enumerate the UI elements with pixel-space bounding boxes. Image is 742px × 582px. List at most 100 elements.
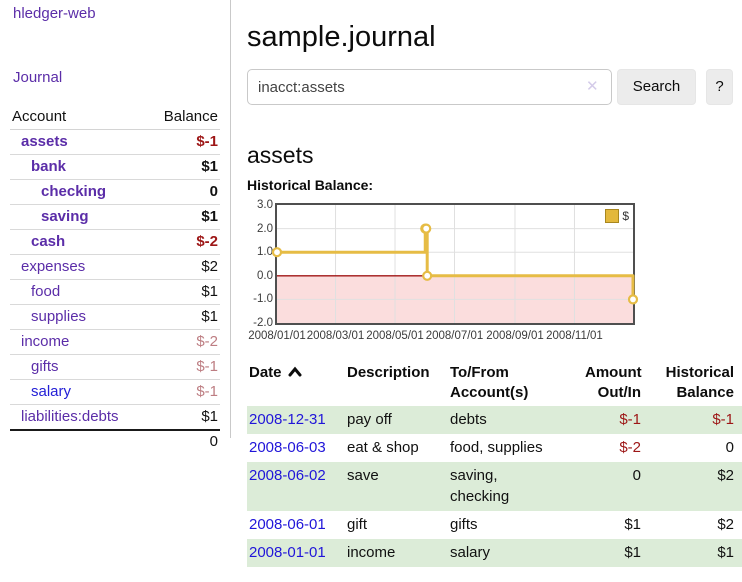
search-button[interactable]: Search [617,69,696,105]
transaction-accounts: gifts [450,516,478,533]
account-balance: $-1 [146,379,220,405]
table-row: 2008-06-01 gift gifts $1 $2 [247,511,742,539]
help-button[interactable]: ? [706,69,733,105]
chart-legend: $ [605,209,629,223]
account-balance: 0 [146,179,220,205]
account-row: gifts $-1 [10,354,220,380]
account-link-income[interactable]: income [21,333,70,350]
account-link-cash[interactable]: cash [31,233,66,250]
transaction-balance: 0 [725,439,734,456]
account-balance: $1 [146,154,220,180]
register-table: Date Description To/From Account(s) Amou… [247,361,742,567]
y-axis-tick-label: 2.0 [257,222,273,235]
account-row: food $1 [10,279,220,305]
chart-y-axis: 3.0 2.0 1.0 0.0 -1.0 -2.0 [239,199,273,329]
table-row: 2008-01-01 income salary $1 $1 [247,539,742,567]
account-balance: $-2 [146,229,220,255]
column-header-description: Description [347,364,430,381]
transaction-date-link[interactable]: 2008-01-01 [249,544,326,561]
column-header-amount: Amount Out/In [585,364,642,401]
page-title: sample.journal [247,21,436,54]
accounts-header-row: Account Balance [10,106,220,130]
accounts-header-account: Account [10,106,147,130]
table-row: 2008-06-03 eat & shop food, supplies $-2… [247,434,742,462]
account-row: assets $-1 [10,130,220,155]
account-link-food[interactable]: food [31,283,61,300]
table-row: 2008-12-31 pay off debts $-1 $-1 [247,406,742,434]
register-header-row: Date Description To/From Account(s) Amou… [247,361,742,406]
y-axis-tick-label: -2.0 [253,317,273,329]
transaction-amount: $1 [624,516,641,533]
transaction-description: eat & shop [347,439,419,456]
account-link-checking[interactable]: checking [41,183,107,200]
sidebar-item-journal[interactable]: Journal [13,69,63,86]
account-link-bank[interactable]: bank [31,158,67,175]
account-link-assets[interactable]: assets [21,133,68,150]
column-header-balance: Historical Balance [665,364,734,401]
transaction-amount: 0 [632,467,641,484]
transaction-balance: $2 [717,516,734,533]
account-row: income $-2 [10,329,220,355]
x-axis-tick-label: 2008/09/01 [486,330,544,342]
chart-plot-area [271,205,639,323]
app-title-link[interactable]: hledger-web [13,5,96,22]
account-row: checking 0 [10,179,220,205]
chart-x-axis: 2008/01/01 2008/03/01 2008/05/01 2008/07/01… [248,329,633,345]
account-link-gifts[interactable]: gifts [31,358,59,375]
transaction-date-link[interactable]: 2008-06-02 [249,467,326,484]
accounts-header-balance: Balance [146,106,220,130]
account-balance: $2 [146,254,220,280]
y-axis-tick-label: 0.0 [257,269,273,282]
transaction-balance: $2 [717,467,734,484]
account-link-saving[interactable]: saving [41,208,89,225]
table-row: 2008-06-02 save saving, checking 0 $2 [247,462,742,511]
x-axis-tick-label: 2008/07/01 [425,330,484,342]
account-balance: $-1 [196,133,218,150]
x-axis-tick-label: 2008/01/01 [248,330,306,342]
account-row: saving $1 [10,204,220,230]
search-input[interactable] [247,69,612,105]
x-axis-tick-label: 2008/05/01 [366,330,424,342]
transaction-description: gift [347,516,368,533]
transaction-amount: $-2 [619,439,641,456]
sort-ascending-icon [288,364,302,384]
accounts-total-value: 0 [146,429,220,452]
account-balance: $-1 [146,354,220,380]
account-balance: $1 [146,279,220,305]
clear-search-icon[interactable]: ✕ [586,78,599,95]
y-axis-tick-label: 1.0 [257,246,273,259]
account-link-liabilities-debts[interactable]: liabilities:debts [21,408,119,425]
transaction-accounts: saving, checking [450,467,510,505]
y-axis-tick-label: -1.0 [253,293,273,306]
y-axis-tick-label: 3.0 [257,199,273,211]
transaction-balance: $-1 [712,411,734,428]
transaction-date-link[interactable]: 2008-06-01 [249,516,326,533]
account-balance: $1 [146,204,220,230]
transaction-accounts: salary [450,544,491,561]
balance-chart: $ [271,203,639,325]
legend-label: $ [622,209,629,223]
account-link-salary[interactable]: salary [31,383,72,400]
account-row: salary $-1 [10,379,220,405]
account-link-expenses[interactable]: expenses [21,258,86,275]
accounts-total-row: 0 [10,429,220,452]
transaction-date-link[interactable]: 2008-06-03 [249,439,326,456]
transaction-accounts: debts [450,411,487,428]
transaction-date-link[interactable]: 2008-12-31 [249,411,326,428]
account-link-supplies[interactable]: supplies [31,308,87,325]
account-row: bank $1 [10,154,220,180]
column-header-date[interactable]: Date [247,361,345,406]
chart-title: Historical Balance: [247,177,374,193]
x-axis-tick-label: 2008/11/01 [546,330,603,342]
account-row: liabilities:debts $1 [10,404,220,430]
transaction-description: income [347,544,396,561]
account-balance: $-2 [146,329,220,355]
account-balance: $1 [146,304,220,330]
transaction-description: save [347,467,379,484]
transaction-balance: $1 [717,544,734,561]
account-row: supplies $1 [10,304,220,330]
legend-swatch-icon [605,209,620,223]
account-row: expenses $2 [10,254,220,280]
transaction-amount: $-1 [619,411,641,428]
